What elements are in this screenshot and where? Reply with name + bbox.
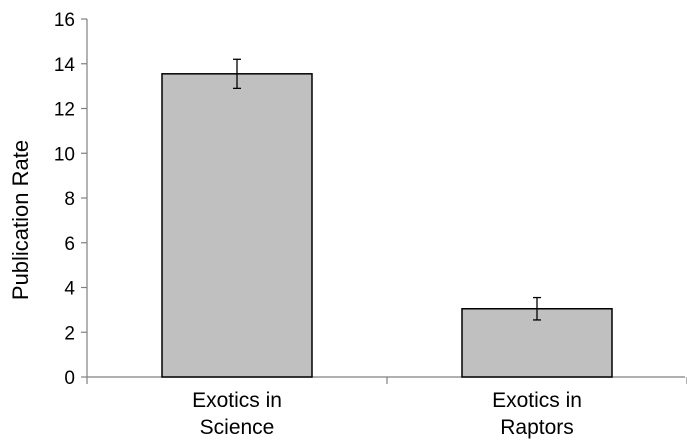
y-axis-title: Publication Rate [8, 140, 33, 300]
x-category-label: Raptors [500, 416, 574, 439]
x-category-label: Exotics in [492, 389, 582, 412]
bar [161, 73, 313, 378]
y-tick-label: 4 [64, 279, 75, 300]
x-category-label: Exotics in [192, 389, 282, 412]
x-category-label: Science [200, 416, 275, 439]
error-bars [233, 58, 541, 321]
y-axis: 0 2 4 6 8 10 12 14 16 [54, 10, 88, 389]
bars [161, 73, 613, 378]
y-tick-label: 10 [54, 144, 75, 165]
y-tick-label: 14 [54, 55, 76, 76]
y-tick-label: 2 [64, 323, 75, 344]
y-tick-label: 8 [64, 189, 75, 210]
y-tick-label: 12 [54, 100, 75, 121]
y-tick-label: 16 [54, 10, 75, 31]
y-tick-label: 6 [64, 234, 75, 255]
y-tick-label: 0 [64, 368, 75, 389]
x-axis: Exotics in Science Exotics in Raptors [86, 376, 687, 439]
